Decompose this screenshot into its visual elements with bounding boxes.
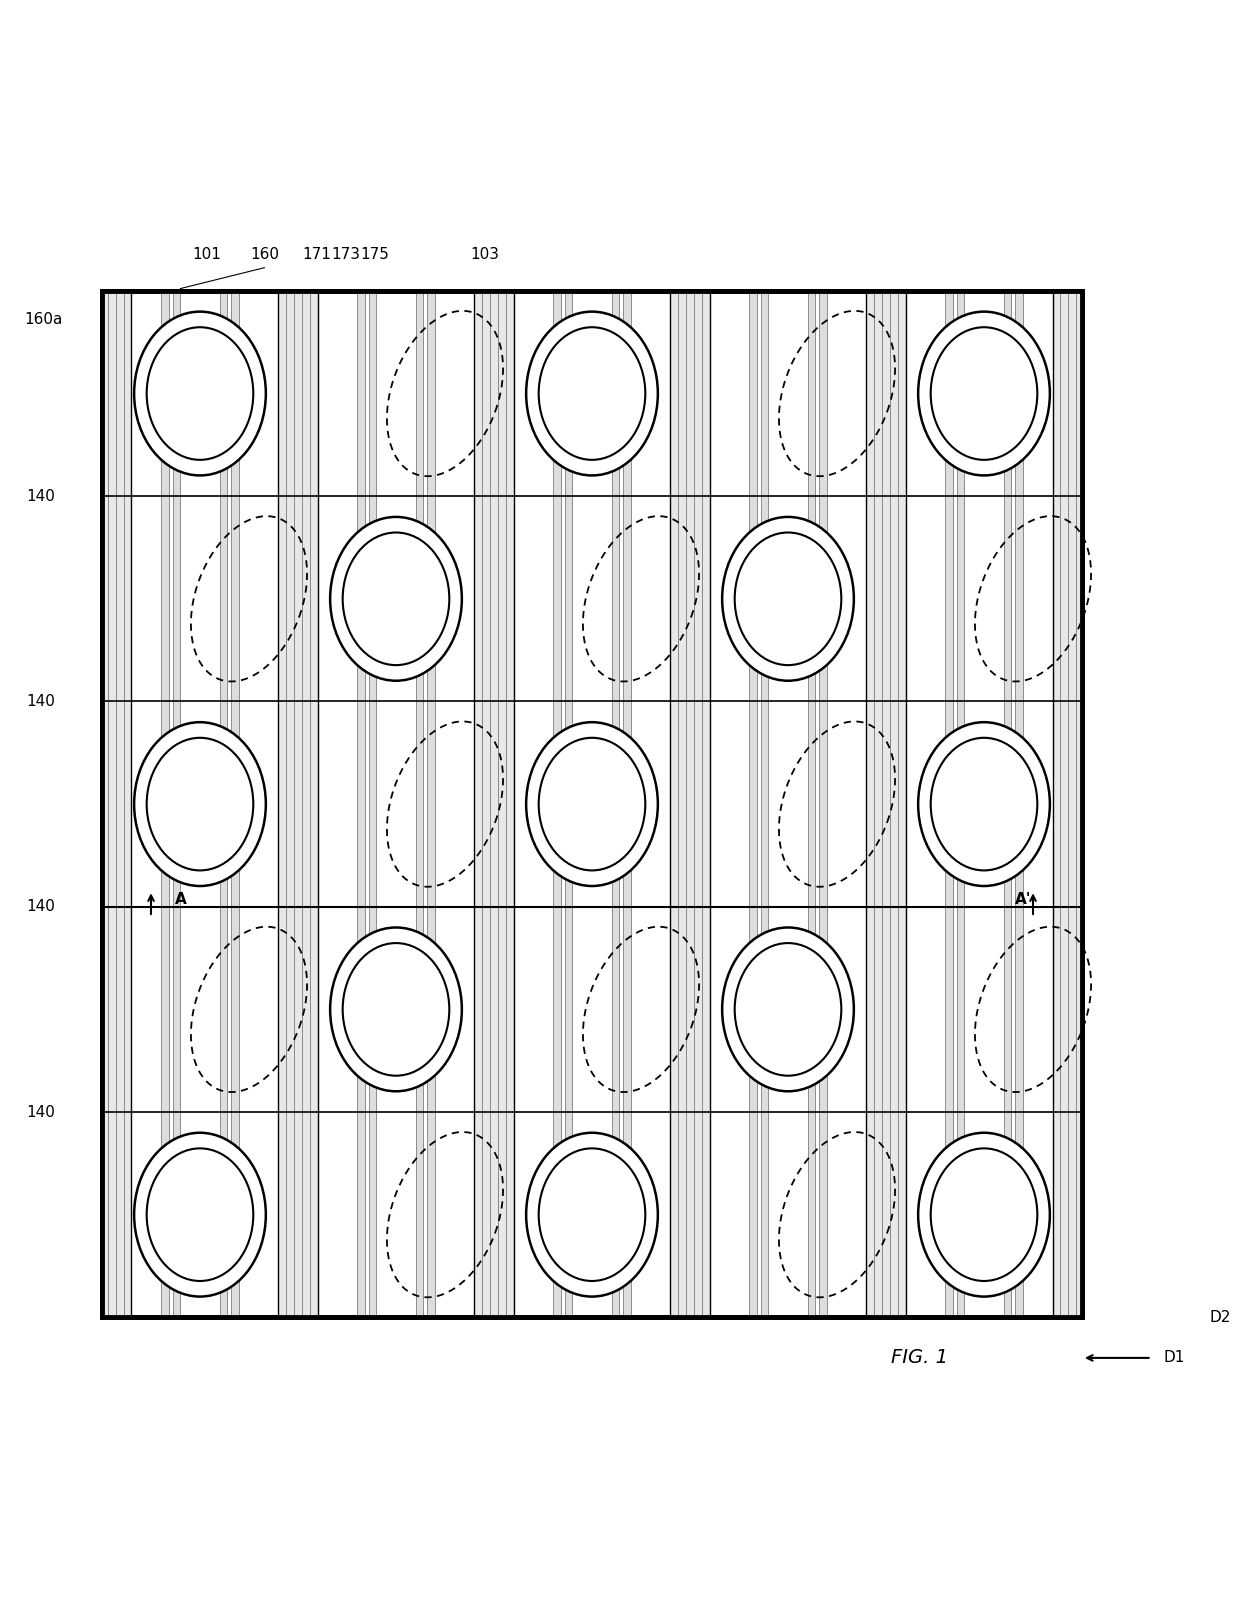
Bar [172,291,180,1317]
Ellipse shape [722,516,854,681]
Text: 140: 140 [27,899,56,914]
Bar [219,291,227,1317]
Bar [415,291,423,1317]
Ellipse shape [146,1149,253,1282]
Bar [820,291,827,1317]
Bar [102,291,131,1317]
Ellipse shape [931,1149,1038,1282]
Bar [232,291,239,1317]
Bar [102,291,1083,1317]
Bar [1016,291,1023,1317]
Bar [760,291,769,1317]
Ellipse shape [931,328,1038,460]
Text: D2: D2 [1209,1311,1231,1325]
Ellipse shape [931,738,1038,870]
Text: 140: 140 [27,1104,56,1120]
Ellipse shape [342,943,449,1075]
Bar [279,291,317,1317]
Ellipse shape [918,1133,1050,1296]
Bar [368,291,377,1317]
Ellipse shape [330,928,461,1091]
Text: 101: 101 [192,247,221,261]
Bar [671,291,709,1317]
Text: 171: 171 [303,247,331,261]
Bar [749,291,756,1317]
Ellipse shape [134,721,265,886]
Ellipse shape [918,721,1050,886]
Ellipse shape [526,1133,658,1296]
Ellipse shape [722,928,854,1091]
Text: A: A [175,893,186,907]
Text: 140: 140 [27,489,56,504]
Ellipse shape [526,312,658,476]
Bar [161,291,169,1317]
Ellipse shape [134,1133,265,1296]
Bar [624,291,631,1317]
Ellipse shape [538,738,645,870]
Text: 160a: 160a [25,313,63,328]
Ellipse shape [146,738,253,870]
Bar [1053,291,1083,1317]
Bar [956,291,965,1317]
Bar [564,291,573,1317]
Text: 175: 175 [360,247,389,261]
Bar [611,291,620,1317]
Ellipse shape [146,328,253,460]
Ellipse shape [538,328,645,460]
Bar [1003,291,1012,1317]
Text: D1: D1 [1163,1351,1184,1365]
Ellipse shape [526,721,658,886]
Ellipse shape [918,312,1050,476]
Bar [945,291,952,1317]
Bar [867,291,905,1317]
Text: 173: 173 [331,247,360,261]
Text: FIG. 1: FIG. 1 [892,1348,949,1367]
Bar [102,291,1083,1317]
Bar [553,291,560,1317]
Bar [807,291,816,1317]
Ellipse shape [330,516,461,681]
Ellipse shape [734,533,841,665]
Bar [357,291,365,1317]
Text: 103: 103 [470,247,500,261]
Text: A': A' [1016,893,1032,907]
Ellipse shape [342,533,449,665]
Text: 160: 160 [249,247,279,261]
Ellipse shape [134,312,265,476]
Ellipse shape [734,943,841,1075]
Bar [475,291,513,1317]
Bar [428,291,435,1317]
Text: 140: 140 [27,694,56,709]
Ellipse shape [538,1149,645,1282]
